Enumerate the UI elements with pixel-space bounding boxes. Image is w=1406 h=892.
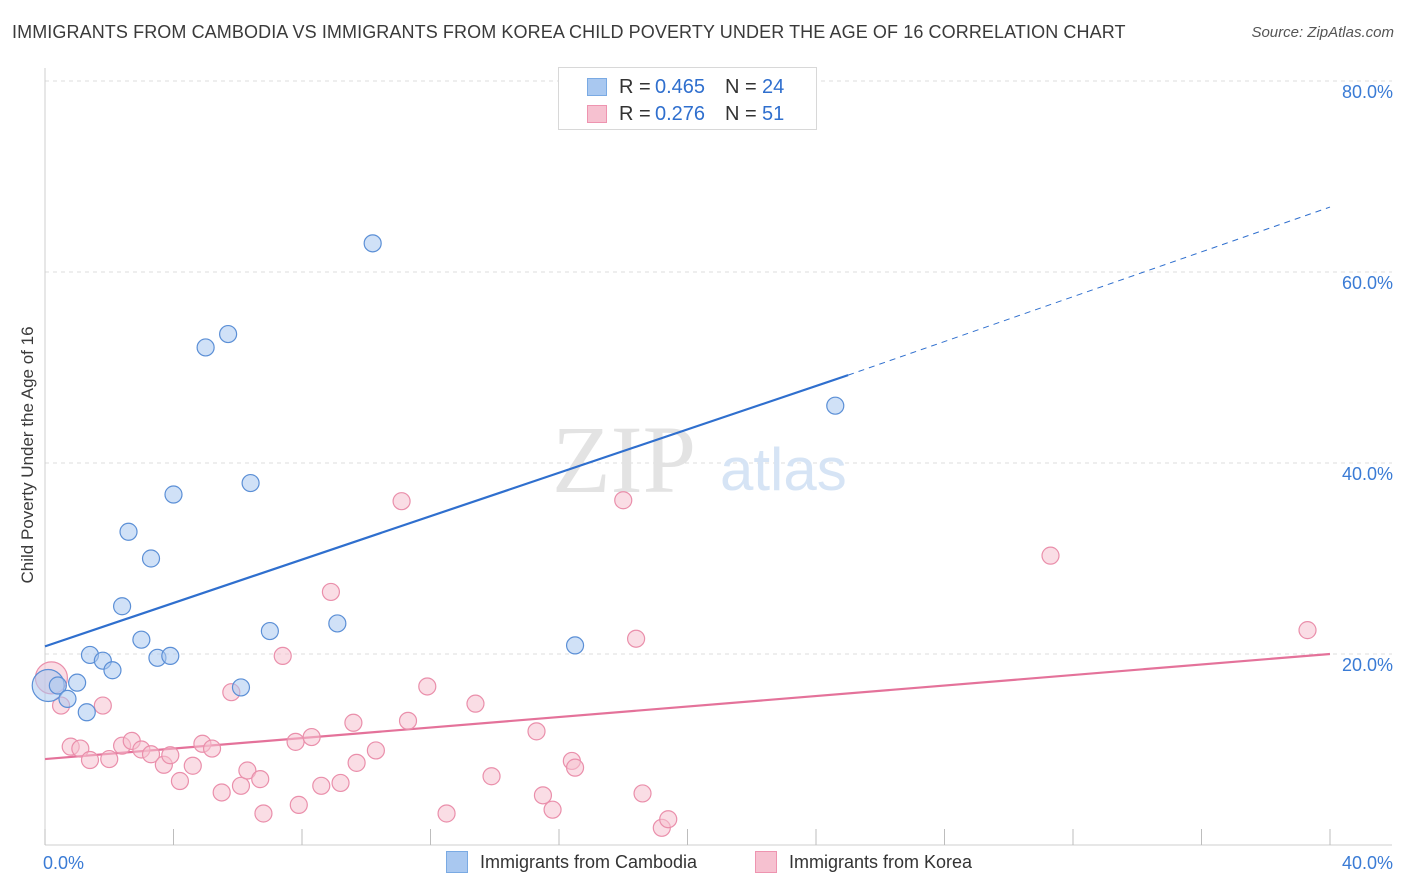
point-korea — [565, 758, 585, 777]
point-korea — [100, 749, 119, 769]
point-cambodia — [826, 396, 845, 415]
point-cambodia — [77, 703, 96, 722]
legend-label-cambodia: Immigrants from Cambodia — [480, 851, 698, 872]
point-korea — [659, 810, 678, 829]
point-korea — [286, 732, 305, 751]
legend-item-korea: Immigrants from Korea — [755, 851, 972, 873]
point-korea — [331, 773, 350, 793]
source-label: Source: ZipAtlas.com — [1251, 24, 1394, 41]
legend-swatch-cambodia — [446, 851, 468, 873]
x-tick-label: 0.0% — [43, 853, 84, 873]
chart-title: IMMIGRANTS FROM CAMBODIA VS IMMIGRANTS F… — [12, 22, 1126, 42]
point-korea — [93, 696, 112, 715]
point-korea — [1041, 546, 1060, 565]
point-korea — [418, 677, 437, 696]
legend-swatch-korea — [587, 105, 607, 123]
point-korea — [161, 746, 180, 765]
point-cambodia — [48, 676, 67, 695]
point-cambodia — [241, 473, 260, 493]
point-cambodia — [68, 673, 87, 692]
legend-item-cambodia: Immigrants from Cambodia — [446, 851, 697, 873]
point-cambodia — [565, 636, 585, 655]
n-label: N = — [725, 75, 757, 98]
n-value: 24 — [762, 75, 785, 98]
point-korea — [170, 771, 190, 791]
point-korea — [212, 783, 231, 802]
point-cambodia — [219, 324, 238, 344]
point-cambodia — [260, 621, 279, 641]
point-cambodia — [103, 661, 122, 680]
legend-row-cambodia: R = 0.465 N = 24 — [587, 75, 784, 99]
point-korea — [183, 756, 202, 775]
point-korea — [614, 491, 633, 510]
r-value: 0.465 — [655, 75, 706, 98]
correlation-legend: R = 0.465 N = 24 R = 0.276 N = 51 — [558, 67, 817, 130]
point-korea — [347, 753, 366, 772]
point-korea — [1298, 621, 1317, 640]
point-cambodia — [112, 597, 132, 616]
point-cambodia — [132, 630, 151, 649]
point-cambodia — [196, 338, 215, 357]
y-tick-label: 40.0% — [1342, 464, 1393, 484]
point-korea — [231, 776, 251, 795]
point-korea — [289, 795, 308, 814]
y-tick-label: 20.0% — [1342, 655, 1393, 675]
legend-swatch-cambodia — [587, 78, 607, 96]
trend-line-cambodia — [44, 374, 849, 648]
point-korea — [273, 646, 292, 666]
point-korea — [366, 741, 385, 760]
point-korea — [80, 750, 100, 770]
point-korea — [254, 804, 273, 823]
trend-line-korea — [44, 652, 1331, 761]
point-cambodia — [119, 522, 138, 541]
r-label: R = — [619, 102, 651, 125]
y-tick-label: 60.0% — [1342, 273, 1393, 293]
point-korea — [466, 694, 485, 713]
point-cambodia — [164, 485, 183, 504]
point-korea — [482, 767, 501, 786]
legend-label-korea: Immigrants from Korea — [789, 851, 973, 872]
point-korea — [202, 739, 222, 758]
r-label: R = — [619, 75, 651, 98]
point-korea — [302, 727, 321, 747]
point-korea — [437, 804, 456, 823]
point-korea — [398, 711, 418, 730]
point-korea — [321, 582, 341, 602]
point-korea — [533, 786, 553, 805]
point-korea — [344, 713, 363, 732]
point-cambodia — [58, 689, 77, 708]
legend-row-korea: R = 0.276 N = 51 — [587, 102, 784, 126]
point-korea — [543, 800, 562, 819]
point-cambodia — [231, 678, 251, 697]
point-cambodia — [141, 549, 161, 568]
legend-swatch-korea — [755, 851, 777, 873]
y-tick-label: 80.0% — [1342, 82, 1393, 102]
point-korea — [626, 629, 646, 648]
point-korea — [312, 776, 331, 795]
point-korea — [633, 784, 652, 803]
point-korea — [527, 722, 546, 741]
series-legend: Immigrants from Cambodia Immigrants from… — [0, 851, 1406, 877]
point-cambodia — [161, 646, 180, 666]
point-korea — [251, 770, 270, 789]
point-korea — [238, 761, 257, 780]
point-cambodia — [363, 234, 382, 253]
r-value: 0.276 — [655, 102, 706, 125]
x-tick-label: 40.0% — [1342, 853, 1393, 873]
trend-line-cambodia-extension — [847, 206, 1331, 376]
point-korea — [392, 492, 411, 511]
n-value: 51 — [762, 102, 785, 125]
point-korea — [141, 745, 161, 764]
point-cambodia — [328, 614, 347, 633]
watermark-atlas: atlas — [720, 436, 847, 503]
n-label: N = — [725, 102, 757, 125]
